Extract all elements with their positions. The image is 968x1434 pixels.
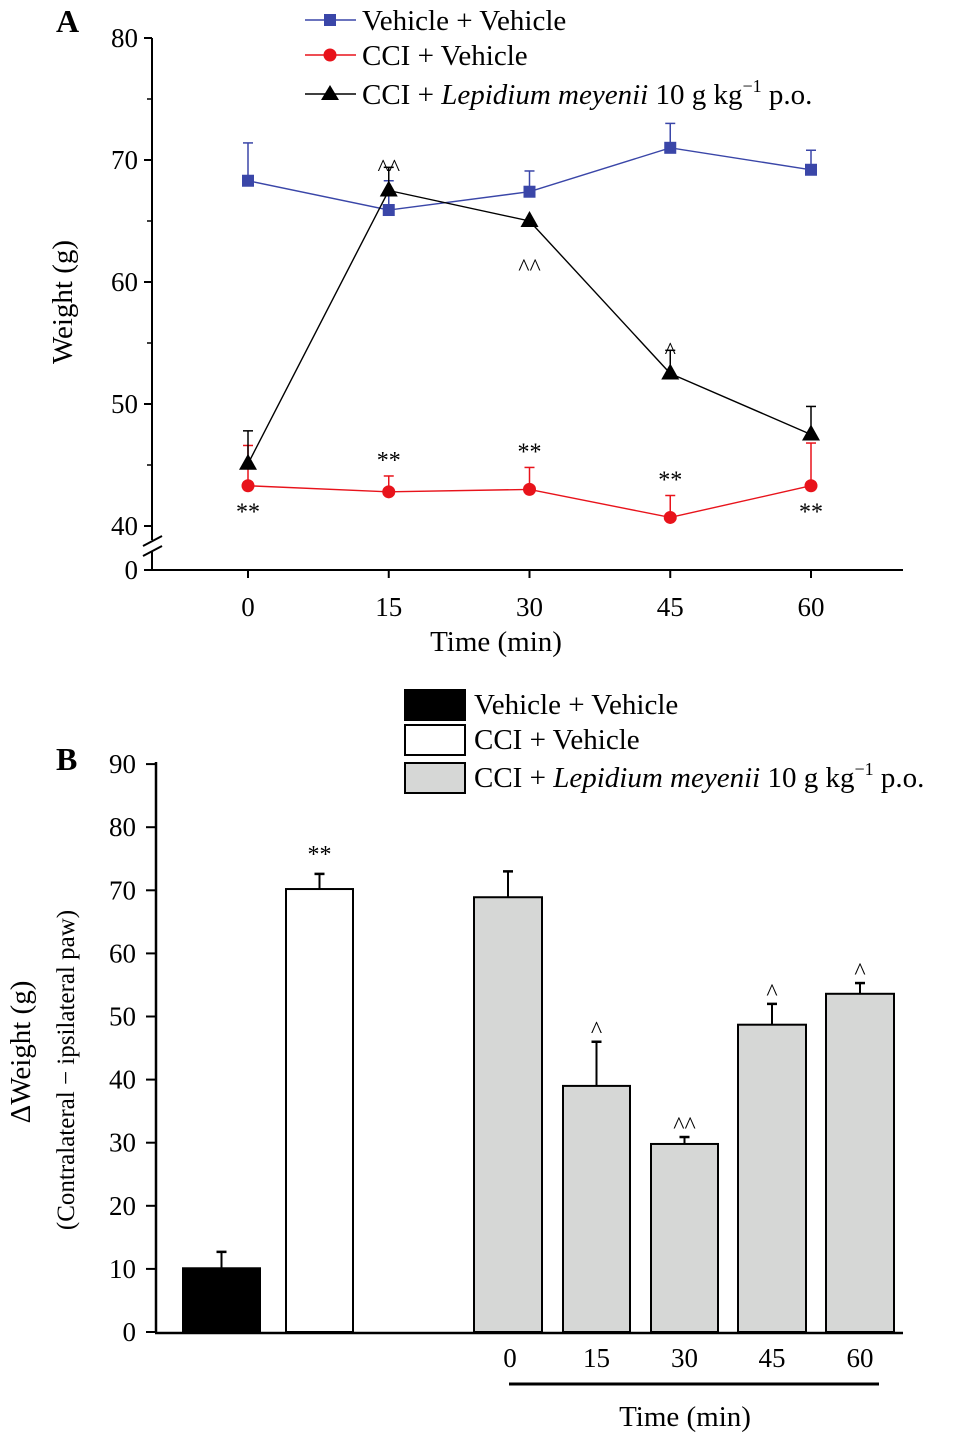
bar-group: 45 ^ [737,980,807,1373]
significance-marker: ** [377,448,401,474]
data-point-circle [523,482,536,496]
y-tick-label: 0 [125,555,139,585]
data-point-circle [663,510,677,524]
y-tick-label: 40 [109,1065,136,1095]
significance-marker: ** [658,468,682,494]
y-tick-label: 50 [109,1002,136,1032]
significance-marker: ^^ [518,255,541,281]
bar-group: 60 ^ [825,959,895,1373]
data-point-triangle [661,363,680,380]
panel-a-xlabel: Time (min) [430,626,562,658]
bar [562,1084,631,1334]
legend-marker-triangle [321,85,339,100]
y-tick-label: 70 [109,875,136,905]
x-tick-label: 60 [847,1343,874,1373]
x-tick-label: 45 [657,592,684,622]
legend-label: Vehicle + Vehicle [474,689,678,721]
legend-marker-square [324,14,336,26]
bar-group: 0 [473,870,543,1373]
significance-marker: ^ [766,980,777,1006]
axis-break-mark [142,535,163,547]
y-tick-label: 20 [109,1191,136,1221]
significance-marker: ^^ [673,1113,696,1139]
x-tick-label: 60 [798,592,825,622]
data-point-square [664,141,677,154]
bar [182,1267,261,1334]
y-tick-label: 60 [109,938,136,968]
panel-b-plot: 0 10 20 30 40 50 60 70 80 90 ** 0 15 ^ 30 ^^ 45 ^ 60 ^ Vehic… [109,689,924,1386]
panel-b-label: B [56,741,77,777]
significance-marker: ^ [665,338,676,364]
legend-marker-circle [323,48,337,62]
legend-swatch [404,724,466,756]
bar [825,992,895,1333]
legend-label: CCI + Vehicle [362,40,528,72]
data-point-triangle [239,453,257,470]
y-tick-label: 80 [109,812,136,842]
data-point-circle [382,485,396,499]
data-point-circle [804,479,818,493]
significance-marker: ** [236,500,260,526]
legend-label: Vehicle + Vehicle [362,5,566,37]
bar [473,896,543,1334]
data-point-triangle [379,180,398,197]
data-point-square [805,163,817,176]
y-tick-label: 80 [111,23,138,53]
data-point-triangle [802,424,820,441]
y-tick-label: 40 [111,511,138,541]
significance-marker: ^ [854,959,865,985]
legend-label: CCI + Lepidium meyenii 10 g kg−1 p.o. [362,76,812,111]
y-tick-label: 60 [111,267,138,297]
y-tick-label: 10 [109,1254,136,1284]
series-0 [242,122,817,217]
significance-marker: ** [518,439,542,465]
panel-b-ylabel2: (Contralateral − ipsilateral paw) [53,910,80,1230]
series-line [247,189,812,465]
panel-b-xlabel: Time (min) [619,1401,751,1433]
y-tick-label: 90 [109,749,136,779]
legend-label: CCI + Lepidium meyenii 10 g kg−1 p.o. [474,759,924,794]
bar-group [182,1250,261,1334]
data-point-circle [241,479,255,493]
y-tick-label: 70 [111,145,138,175]
significance-marker: ^ [591,1018,602,1044]
data-point-square [242,174,254,187]
significance-marker: ** [308,842,332,868]
bar [285,888,354,1334]
y-tick-label: 0 [123,1317,137,1347]
legend-label: CCI + Vehicle [474,724,640,756]
x-tick-label: 45 [759,1343,786,1373]
data-point-triangle [520,211,539,227]
bar-group: 15 ^ [562,1018,631,1373]
panel-a-ylabel: Weight (g) [47,240,79,364]
panel-a-label: A [56,3,79,39]
x-tick-label: 0 [241,592,255,622]
axis-break-mark [142,545,163,557]
bar-group: ** [285,842,354,1334]
significance-marker: ^^ [377,155,400,181]
data-point-square [523,185,536,198]
y-tick-label: 50 [111,389,138,419]
significance-marker: ** [799,500,823,526]
panel-b-ylabel: ΔWeight (g) [5,981,37,1124]
x-tick-label: 15 [375,592,402,622]
data-point-square [382,204,395,217]
bar [650,1142,719,1334]
x-tick-label: 30 [516,592,543,622]
y-tick-label: 30 [109,1128,136,1158]
x-tick-label: 15 [583,1343,610,1373]
legend-swatch [404,689,466,721]
x-tick-label: 0 [503,1343,517,1373]
legend-swatch [404,762,466,794]
series-1 [241,442,818,524]
series-2 [239,166,820,470]
x-tick-label: 30 [671,1343,698,1373]
bar [737,1023,807,1333]
bar-group: 30 ^^ [650,1113,719,1373]
